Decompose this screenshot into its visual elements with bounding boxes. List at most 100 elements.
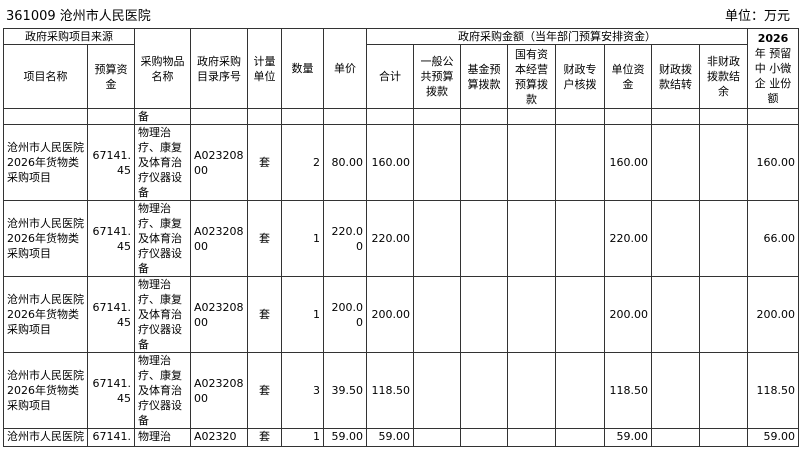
header-qty: 数量: [281, 28, 324, 109]
cell-project-name: 沧州市人民医院2026年货物类采购项目: [3, 352, 88, 429]
cell-item-name: 备: [134, 108, 191, 125]
header-sme-year: 2026: [757, 32, 789, 45]
table-row-continuation: 备: [3, 108, 799, 125]
cell-general-budget: [413, 276, 461, 353]
cell-unit: 套: [247, 428, 282, 447]
header-budget: 预算资金: [87, 44, 135, 109]
cell-state-capital: [507, 428, 556, 447]
header-non-fiscal-carryover: 非财政拨款结余: [699, 44, 748, 109]
cell-sme: 66.00: [747, 200, 799, 277]
cell-unit: 套: [247, 276, 282, 353]
cell-budget: 67141.45: [87, 124, 135, 201]
header-fund-budget: 基金预算拨款: [460, 44, 508, 109]
cell-item-name: 物理治疗、康复及体育治疗仪器设备: [134, 200, 191, 277]
header-unit-fund: 单位资金: [604, 44, 652, 109]
cell-non-fiscal-carryover: [699, 428, 748, 447]
cell-carryover: [651, 124, 700, 201]
table-row: 沧州市人民医院2026年货物类采购项目 67141.45 物理治疗、康复及体育治疗仪…: [3, 276, 799, 353]
cell-project-name: 沧州市人民医院: [3, 428, 88, 447]
cell-total: 160.00: [366, 124, 414, 201]
cell-non-fiscal-carryover: [699, 276, 748, 353]
cell-carryover: [651, 352, 700, 429]
cell-general-budget: [413, 200, 461, 277]
cell-catalog-no: A02320800: [190, 352, 248, 429]
cell-total: 200.00: [366, 276, 414, 353]
table-row: 沧州市人民医院2026年货物类采购项目 67141.45 物理治疗、康复及体育治疗仪…: [3, 200, 799, 277]
cell-non-fiscal-carryover: [699, 200, 748, 277]
unit-label: 单位：万元: [724, 9, 790, 24]
cell-item-name: 物理治疗、康复及体育治疗仪器设备: [134, 352, 191, 429]
cell-unit: 套: [247, 352, 282, 429]
header-sme: 2026 年 预留 中 小微 企 业份 额: [747, 28, 799, 109]
cell-price: 59.00: [323, 428, 367, 447]
cell-state-capital: [507, 200, 556, 277]
cell-price: 80.00: [323, 124, 367, 201]
cell-qty: 3: [281, 352, 324, 429]
cell-item-name: 物理治疗、康复及体育治疗仪器设备: [134, 124, 191, 201]
cell-project-name: 沧州市人民医院2026年货物类采购项目: [3, 200, 88, 277]
cell-unit: 套: [247, 200, 282, 277]
cell-catalog-no: A02320800: [190, 276, 248, 353]
cell-qty: 1: [281, 200, 324, 277]
cell-special-account: [555, 124, 605, 201]
cell-general-budget: [413, 428, 461, 447]
cell-unit: 套: [247, 124, 282, 201]
cell-fund-budget: [460, 124, 508, 201]
cell-unit-fund: 118.50: [604, 352, 652, 429]
cell-fund-budget: [460, 200, 508, 277]
header-state-capital: 国有资本经营预算拨款: [507, 44, 556, 109]
cell-special-account: [555, 428, 605, 447]
cell-catalog-no: A02320800: [190, 124, 248, 201]
cell-item-name: 物理治: [134, 428, 191, 447]
cell-carryover: [651, 428, 700, 447]
cell-qty: 1: [281, 276, 324, 353]
cell-fund-budget: [460, 428, 508, 447]
cell-catalog-no: A02320800: [190, 200, 248, 277]
cell-catalog-no: A02320: [190, 428, 248, 447]
header-project-name: 项目名称: [3, 44, 88, 109]
table-row: 沧州市人民医院 67141. 物理治 A02320 套 1 59.00 59.00 59.00 5…: [3, 428, 799, 447]
cell-total: 118.50: [366, 352, 414, 429]
cell-sme: 118.50: [747, 352, 799, 429]
page-title: 361009 沧州市人民医院: [6, 9, 151, 24]
cell-unit-fund: 220.00: [604, 200, 652, 277]
cell-non-fiscal-carryover: [699, 352, 748, 429]
header-source-group: 政府采购项目来源: [3, 28, 135, 45]
cell-qty: 2: [281, 124, 324, 201]
header-special-account: 财政专户核拨: [555, 44, 605, 109]
cell-unit-fund: 160.00: [604, 124, 652, 201]
header-total: 合计: [366, 44, 414, 109]
cell-budget: 67141.: [87, 428, 135, 447]
cell-qty: 1: [281, 428, 324, 447]
cell-special-account: [555, 276, 605, 353]
table-row: 沧州市人民医院2026年货物类采购项目 67141.45 物理治疗、康复及体育治疗仪…: [3, 124, 799, 201]
cell-state-capital: [507, 276, 556, 353]
header-catalog-no: 政府采购目录序号: [190, 28, 248, 109]
cell-non-fiscal-carryover: [699, 124, 748, 201]
cell-fund-budget: [460, 352, 508, 429]
cell-special-account: [555, 200, 605, 277]
cell-unit-fund: 59.00: [604, 428, 652, 447]
cell-price: 200.00: [323, 276, 367, 353]
header-general-budget: 一般公共预算拨款: [413, 44, 461, 109]
cell-carryover: [651, 276, 700, 353]
cell-carryover: [651, 200, 700, 277]
procurement-table: 政府采购项目来源 采购物品名称 政府采购目录序号 计量单位 数量 单价 政府采购…: [3, 28, 799, 447]
header-carryover: 财政拨款结转: [651, 44, 700, 109]
cell-sme: 59.00: [747, 428, 799, 447]
cell-budget: 67141.45: [87, 276, 135, 353]
cell-project-name: 沧州市人民医院2026年货物类采购项目: [3, 124, 88, 201]
cell-total: 220.00: [366, 200, 414, 277]
header-price: 单价: [323, 28, 367, 109]
cell-state-capital: [507, 352, 556, 429]
cell-price: 220.00: [323, 200, 367, 277]
cell-total: 59.00: [366, 428, 414, 447]
header-amount-group: 政府采购金额（当年部门预算安排资金）: [366, 28, 748, 45]
cell-price: 39.50: [323, 352, 367, 429]
cell-project-name: 沧州市人民医院2026年货物类采购项目: [3, 276, 88, 353]
cell-fund-budget: [460, 276, 508, 353]
table-row: 沧州市人民医院2026年货物类采购项目 67141.45 物理治疗、康复及体育治疗仪…: [3, 352, 799, 429]
header-unit: 计量单位: [247, 28, 282, 109]
cell-general-budget: [413, 352, 461, 429]
cell-item-name: 物理治疗、康复及体育治疗仪器设备: [134, 276, 191, 353]
